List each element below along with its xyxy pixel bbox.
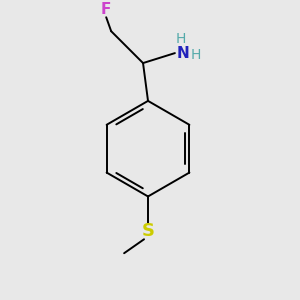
Text: F: F: [101, 2, 111, 17]
Text: H: H: [176, 32, 186, 46]
Text: N: N: [176, 46, 189, 61]
Text: S: S: [142, 222, 154, 240]
Text: H: H: [190, 48, 201, 62]
